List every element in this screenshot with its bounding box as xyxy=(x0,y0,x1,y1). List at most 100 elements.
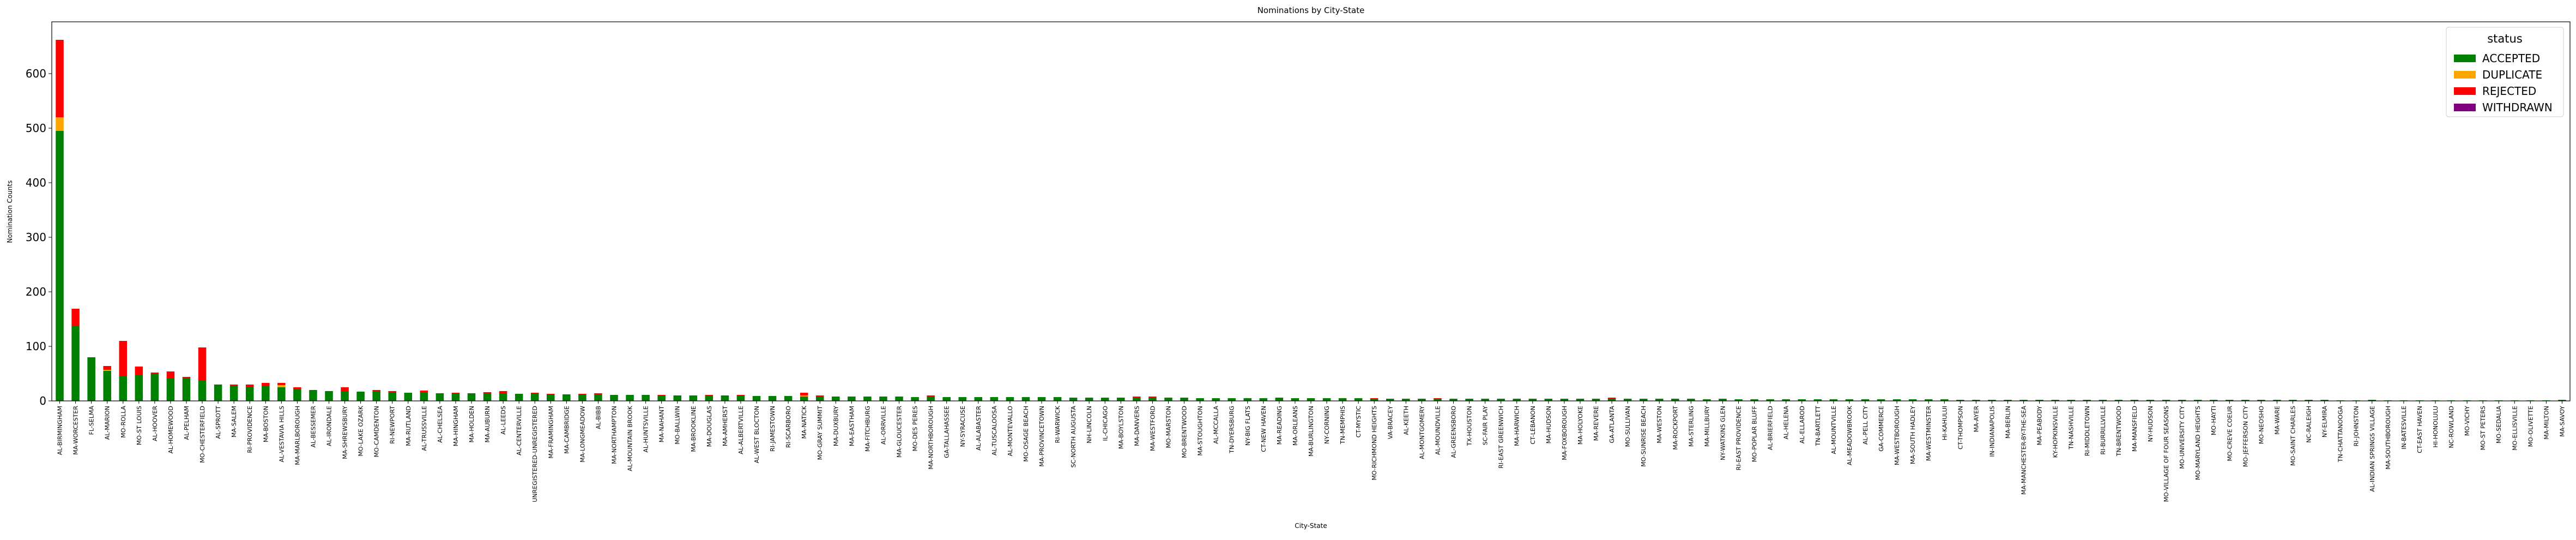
bar-segment xyxy=(1117,398,1125,401)
x-tick-label: AL-VESTAVIA HILLS xyxy=(278,406,285,462)
bar-segment xyxy=(198,347,207,380)
x-tick-label: AL-CENTERVILLE xyxy=(516,406,523,455)
x-tick-label: AL-MOUNTAIN BROOK xyxy=(627,405,634,471)
x-tick-label: HI-HONOLULU xyxy=(2432,406,2439,448)
x-tick-label: MO-ROLLA xyxy=(120,406,127,438)
x-tick-label: MO-CAMDENTON xyxy=(373,406,380,457)
x-tick-label: AL-HUNTSVILLE xyxy=(643,406,650,453)
x-tick-label: MA-NATICK xyxy=(801,405,808,439)
x-tick-label: MO-CHESTERFIELD xyxy=(199,406,206,463)
y-tick-label: 400 xyxy=(26,176,46,189)
x-tick-label: NY-HUDSON xyxy=(2147,406,2154,442)
bar-segment xyxy=(166,378,175,401)
x-tick-label: MA-WESTBOROUGH xyxy=(1894,406,1901,465)
bar-segment xyxy=(1877,399,1885,401)
bar-segment xyxy=(372,390,380,392)
bar-segment xyxy=(1148,397,1157,398)
x-tick-label: MA-HOLDEN xyxy=(468,406,475,442)
x-tick-label: MO-ST PETERS xyxy=(2480,406,2487,451)
bar-segment xyxy=(848,397,856,401)
x-tick-label: MA-LONGMEADOW xyxy=(579,406,586,463)
bar-segment xyxy=(530,393,539,394)
x-tick-label: GA-TALLAHASSEE xyxy=(944,406,951,458)
bar-segment xyxy=(1370,398,1378,399)
bar-segment xyxy=(103,371,111,401)
x-tick-label: MA-SAVOY xyxy=(2559,406,2566,437)
bar-segment xyxy=(721,395,729,401)
legend-label: WITHDRAWN xyxy=(2482,101,2553,114)
x-tick-label: RI-EAST PROVIDENCE xyxy=(1736,406,1743,470)
x-tick-label: MA-NORTHBOROUGH xyxy=(928,406,935,470)
bar-segment xyxy=(1576,399,1585,401)
bar-segment xyxy=(815,395,824,397)
bar-segment xyxy=(1734,399,1743,401)
bar-segment xyxy=(626,395,634,401)
bar-segment xyxy=(1845,399,1854,401)
x-tick-label: MO-BRENTWOOD xyxy=(1181,406,1188,458)
bar-segment xyxy=(1148,398,1157,401)
x-tick-label: MA-NAHANT xyxy=(658,406,666,443)
bar-segment xyxy=(530,394,539,401)
bar-segment xyxy=(309,390,317,401)
x-tick-label: MA-FRAMINGHAM xyxy=(547,406,554,459)
bar-segment xyxy=(467,393,476,401)
x-tick-label: MO-NEOSHO xyxy=(2258,406,2265,445)
x-tick-label: MA-RUTLAND xyxy=(405,406,412,446)
x-tick-label: MA-MILLBURY xyxy=(1703,406,1710,447)
bar-segment xyxy=(1037,397,1046,401)
x-tick-label: MA-HUDSON xyxy=(1545,406,1552,443)
bar-segment xyxy=(198,380,207,401)
x-tick-label: CT-LEBANON xyxy=(1529,406,1537,445)
bar-segment xyxy=(119,341,128,376)
y-axis-label: Nomination Counts xyxy=(6,181,14,243)
legend-swatch xyxy=(2454,71,2476,79)
bar-segment xyxy=(1750,399,1758,401)
x-tick-label: AL-PELHAM xyxy=(183,406,190,440)
x-tick-label: RI-JAMESTOWN xyxy=(769,406,776,452)
x-tick-label: AL-ALBERTVILLE xyxy=(737,406,745,454)
x-tick-label: AL-BIBB xyxy=(595,406,602,429)
bar-segment xyxy=(499,391,507,394)
y-tick-label: 0 xyxy=(39,394,46,407)
x-tick-label: AL-ORRVILLE xyxy=(880,406,887,445)
bar-segment xyxy=(1085,398,1093,401)
bar-segment xyxy=(942,397,951,401)
x-tick-label: MA-SALEM xyxy=(231,406,238,437)
bar-segment xyxy=(1703,399,1711,401)
bar-segment xyxy=(958,397,967,401)
x-tick-label: RI-BURRILLVILLE xyxy=(2100,406,2107,455)
legend-label: REJECTED xyxy=(2482,85,2536,98)
bar-segment xyxy=(2051,400,2059,401)
bar-segment xyxy=(927,395,935,397)
x-tick-label: MO-SAINT CHARLES xyxy=(2290,406,2297,466)
bar-segment xyxy=(2067,400,2075,401)
x-tick-label: TX-HOUSTON xyxy=(1466,406,1473,446)
bar-segment xyxy=(1465,399,1473,401)
x-tick-label: AL-MARION xyxy=(104,406,111,440)
x-tick-label: MA-DOUGLAS xyxy=(706,406,713,447)
x-tick-label: KY-HOPKINSVILLE xyxy=(2052,406,2059,458)
x-tick-label: AL-KEETH xyxy=(1402,406,1410,435)
x-tick-label: MA-PEABODY xyxy=(2036,406,2043,446)
x-tick-label: MO-ST LOUIS xyxy=(136,406,143,445)
bar-segment xyxy=(1133,397,1141,398)
bar-segment xyxy=(150,373,159,374)
bar-segment xyxy=(1655,399,1664,401)
bar-segment xyxy=(1307,398,1315,401)
bar-segment xyxy=(245,387,254,401)
x-tick-label: MO-POPLAR BLUFF xyxy=(1751,406,1758,462)
bar-segment xyxy=(594,394,602,401)
x-tick-label: MA-MANSFIELD xyxy=(2131,406,2138,452)
bar-segment xyxy=(2099,400,2107,401)
x-tick-label: MO-UNIVERSITY CITY xyxy=(2179,406,2186,469)
x-tick-label: MO-LAKE OZARK xyxy=(358,405,365,456)
bar-segment xyxy=(800,393,808,395)
bar-segment xyxy=(578,394,586,401)
legend-swatch xyxy=(2454,55,2476,62)
x-tick-label: TN-BRENTWOOD xyxy=(2115,406,2123,457)
x-tick-label: MA-BOYLSTON xyxy=(1117,406,1124,449)
x-tick-label: AL-HOOVER xyxy=(152,406,159,441)
bar-segment xyxy=(1766,399,1774,401)
